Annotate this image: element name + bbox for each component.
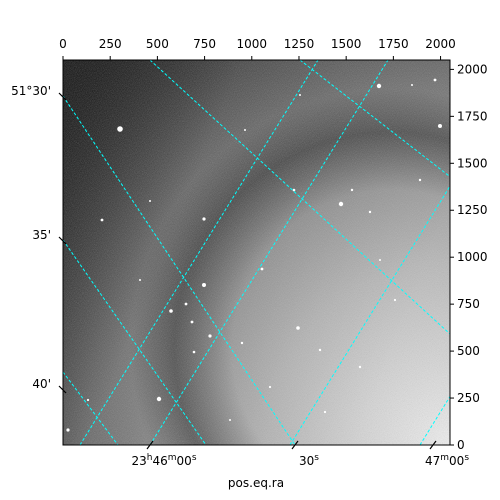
bottom-ra-axis: 23h46m00s 30s 47m00s xyxy=(131,440,469,468)
x-axis-title: pos.eq.ra xyxy=(228,476,284,490)
star xyxy=(86,398,90,402)
right-tick-label: 750 xyxy=(457,297,480,311)
right-pixel-axis: 0 250 500 750 1000 1250 1500 1750 2000 xyxy=(450,62,488,452)
star xyxy=(202,283,206,287)
top-tick-label: 1000 xyxy=(237,37,268,51)
star xyxy=(433,78,437,82)
ra-tick-label: 47m00s xyxy=(425,453,469,468)
right-tick-label: 1500 xyxy=(457,156,488,170)
star xyxy=(368,210,372,214)
coordinate-grid xyxy=(63,60,450,445)
star xyxy=(169,309,173,313)
star xyxy=(229,419,231,421)
star xyxy=(192,350,196,354)
top-tick-label: 2000 xyxy=(425,37,456,51)
star xyxy=(318,348,322,352)
star xyxy=(184,302,188,306)
star xyxy=(296,326,300,330)
right-tick-label: 1250 xyxy=(457,203,488,217)
grid-line xyxy=(149,60,450,335)
star xyxy=(240,341,244,345)
star xyxy=(244,129,246,131)
star xyxy=(379,259,381,261)
star xyxy=(268,385,272,389)
dec-tick-mark xyxy=(58,92,67,101)
dec-tick-mark xyxy=(58,385,67,394)
star xyxy=(208,334,212,338)
top-tick-label: 750 xyxy=(193,37,216,51)
star xyxy=(66,428,70,432)
star xyxy=(338,201,344,207)
right-tick-label: 500 xyxy=(457,344,480,358)
star xyxy=(292,188,296,192)
plot-frame xyxy=(62,59,451,446)
star xyxy=(117,126,123,132)
dec-tick-label: 40' xyxy=(32,377,51,391)
star xyxy=(149,200,151,202)
dec-tick-mark xyxy=(58,236,67,245)
right-tick-label: 1750 xyxy=(457,109,488,123)
ra-tick-mark xyxy=(291,440,299,450)
grid-line xyxy=(63,371,119,445)
star xyxy=(139,279,141,281)
grid-line xyxy=(149,60,389,445)
star xyxy=(418,178,422,182)
ra-tick-mark xyxy=(429,440,437,450)
sky-noise xyxy=(63,60,450,445)
right-tick-label: 2000 xyxy=(457,62,488,76)
top-tick-label: 1250 xyxy=(284,37,315,51)
star xyxy=(323,410,327,414)
star xyxy=(156,396,162,402)
top-tick-label: 0 xyxy=(59,37,67,51)
star xyxy=(100,218,104,222)
grid-line xyxy=(289,185,450,445)
star xyxy=(393,298,397,302)
dec-tick-label: 35' xyxy=(32,228,51,242)
top-tick-label: 1500 xyxy=(331,37,362,51)
star xyxy=(350,188,354,192)
star xyxy=(202,217,206,221)
sky-image xyxy=(63,60,450,445)
top-pixel-axis: 0 250 500 750 1000 1250 1500 1750 2000 xyxy=(59,37,456,60)
ra-tick-label: 30s xyxy=(299,453,319,468)
left-dec-axis: 51°30' 35' 40' xyxy=(11,84,67,394)
right-tick-label: 0 xyxy=(457,438,465,452)
top-tick-label: 500 xyxy=(146,37,169,51)
top-tick-label: 1750 xyxy=(378,37,409,51)
grid-line xyxy=(63,239,207,445)
right-tick-label: 250 xyxy=(457,391,480,405)
ra-tick-label: 23h46m00s xyxy=(131,453,196,468)
ra-tick-mark xyxy=(146,440,154,450)
top-tick-label: 250 xyxy=(99,37,122,51)
star-field xyxy=(66,78,442,432)
dec-tick-label: 51°30' xyxy=(11,84,51,98)
star xyxy=(411,84,413,86)
star xyxy=(376,83,382,89)
right-tick-label: 1000 xyxy=(457,250,488,264)
star xyxy=(260,267,264,271)
star xyxy=(299,94,301,96)
star xyxy=(358,365,362,369)
star xyxy=(438,124,442,128)
star xyxy=(190,320,194,324)
grid-line xyxy=(79,60,319,445)
